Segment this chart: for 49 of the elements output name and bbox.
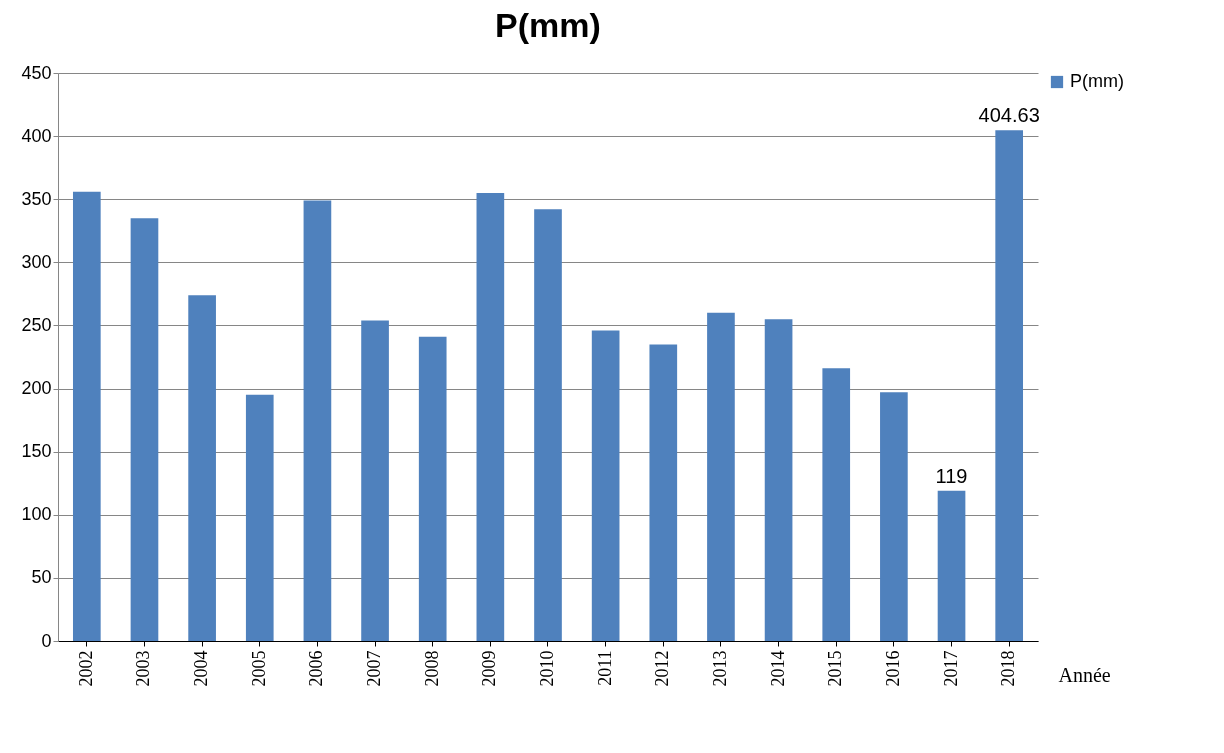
x-tick-label: 2008 [421,650,442,687]
y-tick-label: 450 [21,62,52,83]
bar [476,192,505,641]
x-axis-title: Année [1058,663,1111,686]
x-tick-label: 2003 [133,650,154,687]
x-tick-label: 2014 [767,650,788,687]
bar [937,490,966,641]
x-tick-label: 2009 [479,650,500,687]
data-label: 404.63 [978,104,1040,127]
bar [880,392,908,641]
legend-label: P(mm) [1070,71,1124,91]
y-tick-label: 100 [21,504,52,525]
bar [534,209,562,641]
x-tick-label: 2013 [709,650,730,687]
bar [707,312,735,641]
bar [361,320,389,641]
bar [649,344,678,641]
y-tick-label: 0 [41,630,52,651]
x-tick-label: 2018 [998,650,1019,687]
bar [591,330,620,641]
y-tick-label: 200 [21,378,52,399]
chart-title: P(mm) [495,6,601,44]
bar [72,191,101,641]
bar [303,200,332,641]
y-tick-label: 400 [21,125,52,146]
x-tick-label: 2016 [882,650,903,687]
x-tick-label: 2007 [364,650,385,687]
x-tick-label: 2015 [825,650,846,687]
x-tick-label: 2011 [594,650,615,686]
x-tick-label: 2004 [191,650,212,687]
x-tick-label: 2017 [940,650,961,687]
x-tick-label: 2006 [306,650,327,687]
bar [995,130,1024,641]
x-tick-label: 2012 [652,650,673,687]
y-tick-label: 300 [21,251,52,272]
bar [130,218,159,641]
x-tick-label: 2010 [537,650,557,687]
data-label: 119 [935,464,968,487]
y-tick-label: 350 [21,188,52,209]
x-tick-label: 2005 [248,650,269,687]
y-tick-label: 150 [21,441,52,462]
bar [822,368,851,641]
y-tick-label: 250 [21,314,52,335]
bar [188,295,216,641]
bar [418,336,447,641]
bar [764,319,793,641]
bar [245,394,274,641]
x-tick-label: 2002 [75,650,96,687]
y-tick-label: 50 [31,567,52,588]
